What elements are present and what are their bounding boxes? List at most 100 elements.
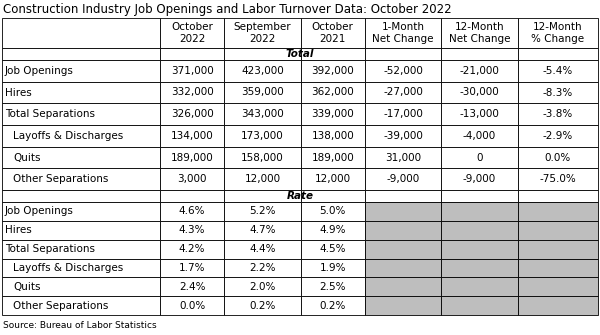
Text: 359,000: 359,000 [241, 87, 284, 97]
Text: Job Openings: Job Openings [5, 66, 74, 76]
Bar [160, 60, 224, 82]
Text: Total: Total [286, 49, 314, 59]
Text: 12,000: 12,000 [244, 174, 281, 184]
Bar [224, 103, 301, 125]
Bar [518, 48, 598, 60]
Text: 0.2%: 0.2% [320, 300, 346, 311]
Text: -30,000: -30,000 [460, 87, 499, 97]
Text: 4.5%: 4.5% [320, 244, 346, 254]
Bar [224, 277, 301, 296]
Bar [441, 60, 518, 82]
Bar [224, 60, 301, 82]
Bar [518, 296, 598, 315]
Bar [224, 82, 301, 103]
Bar [2, 60, 160, 82]
Bar [301, 221, 365, 240]
Bar [441, 240, 518, 259]
Text: Layoffs & Discharges: Layoffs & Discharges [13, 263, 123, 273]
Bar [160, 240, 224, 259]
Text: Source: Bureau of Labor Statistics: Source: Bureau of Labor Statistics [3, 322, 157, 331]
Bar [365, 125, 441, 147]
Bar [365, 190, 441, 202]
Text: 0.2%: 0.2% [249, 300, 275, 311]
Bar [301, 60, 365, 82]
Bar [365, 82, 441, 103]
Text: Quits: Quits [13, 152, 41, 162]
Bar [365, 202, 441, 221]
Text: Hires: Hires [5, 87, 32, 97]
Text: -5.4%: -5.4% [542, 66, 573, 76]
Text: 4.9%: 4.9% [320, 225, 346, 235]
Text: October
2022: October 2022 [171, 22, 213, 44]
Bar [441, 168, 518, 190]
Bar [301, 296, 365, 315]
Bar [518, 125, 598, 147]
Text: -75.0%: -75.0% [539, 174, 576, 184]
Bar [2, 82, 160, 103]
Bar [518, 60, 598, 82]
Text: Other Separations: Other Separations [13, 300, 109, 311]
Text: 392,000: 392,000 [311, 66, 354, 76]
Bar [301, 48, 365, 60]
Bar [365, 240, 441, 259]
Text: -52,000: -52,000 [383, 66, 423, 76]
Text: -9,000: -9,000 [463, 174, 496, 184]
Bar [160, 190, 224, 202]
Bar [441, 147, 518, 168]
Text: 4.6%: 4.6% [179, 206, 205, 216]
Text: 173,000: 173,000 [241, 131, 284, 141]
Text: 4.7%: 4.7% [249, 225, 276, 235]
Bar [160, 277, 224, 296]
Text: Total Separations: Total Separations [5, 109, 95, 119]
Text: -21,000: -21,000 [460, 66, 499, 76]
Bar [518, 190, 598, 202]
Bar [224, 259, 301, 277]
Bar [518, 18, 598, 48]
Text: 3,000: 3,000 [178, 174, 207, 184]
Bar [441, 18, 518, 48]
Bar [160, 259, 224, 277]
Text: October
2021: October 2021 [312, 22, 354, 44]
Bar [224, 240, 301, 259]
Text: Hires: Hires [5, 225, 32, 235]
Text: 326,000: 326,000 [171, 109, 214, 119]
Text: 2.0%: 2.0% [249, 282, 275, 292]
Bar [160, 202, 224, 221]
Bar [365, 18, 441, 48]
Bar [441, 48, 518, 60]
Text: September
2022: September 2022 [233, 22, 291, 44]
Text: 12-Month
% Change: 12-Month % Change [531, 22, 584, 44]
Bar [365, 296, 441, 315]
Text: -8.3%: -8.3% [542, 87, 573, 97]
Bar [2, 221, 160, 240]
Text: -2.9%: -2.9% [542, 131, 573, 141]
Bar [365, 147, 441, 168]
Bar [365, 221, 441, 240]
Bar [2, 48, 160, 60]
Text: 2.2%: 2.2% [249, 263, 276, 273]
Bar [365, 168, 441, 190]
Bar [160, 296, 224, 315]
Text: 332,000: 332,000 [171, 87, 214, 97]
Text: 371,000: 371,000 [171, 66, 214, 76]
Bar [441, 125, 518, 147]
Bar [2, 168, 160, 190]
Bar [365, 60, 441, 82]
Bar [301, 82, 365, 103]
Bar [518, 82, 598, 103]
Bar [2, 147, 160, 168]
Text: Other Separations: Other Separations [13, 174, 109, 184]
Text: 31,000: 31,000 [385, 152, 421, 162]
Bar [301, 259, 365, 277]
Bar [518, 103, 598, 125]
Text: 423,000: 423,000 [241, 66, 284, 76]
Bar [224, 190, 301, 202]
Bar [301, 190, 365, 202]
Text: 134,000: 134,000 [171, 131, 214, 141]
Bar [224, 125, 301, 147]
Bar [224, 48, 301, 60]
Text: 1-Month
Net Change: 1-Month Net Change [373, 22, 434, 44]
Bar [224, 18, 301, 48]
Bar [301, 168, 365, 190]
Text: Job Openings: Job Openings [5, 206, 74, 216]
